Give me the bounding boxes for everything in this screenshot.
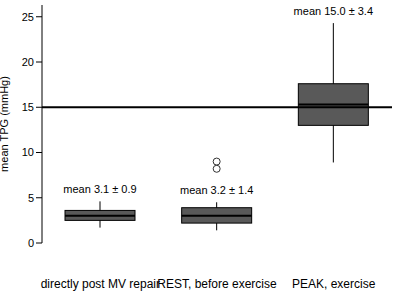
svg-text:15: 15	[22, 101, 34, 113]
svg-text:REST, before exercise: REST, before exercise	[157, 277, 277, 291]
svg-text:mean 3.2 ± 1.4: mean 3.2 ± 1.4	[180, 184, 253, 196]
svg-text:0: 0	[28, 237, 34, 249]
svg-text:10: 10	[22, 146, 34, 158]
svg-text:PEAK, exercise: PEAK, exercise	[292, 277, 376, 291]
svg-text:25: 25	[22, 11, 34, 23]
svg-text:mean TPG (mmHg): mean TPG (mmHg)	[8, 76, 10, 172]
svg-text:directly post MV repair: directly post MV repair	[41, 277, 160, 291]
svg-text:mean 15.0 ± 3.4: mean 15.0 ± 3.4	[294, 5, 373, 17]
svg-text:20: 20	[22, 56, 34, 68]
svg-text:5: 5	[28, 192, 34, 204]
svg-text:mean 3.1 ± 0.9: mean 3.1 ± 0.9	[63, 183, 136, 195]
